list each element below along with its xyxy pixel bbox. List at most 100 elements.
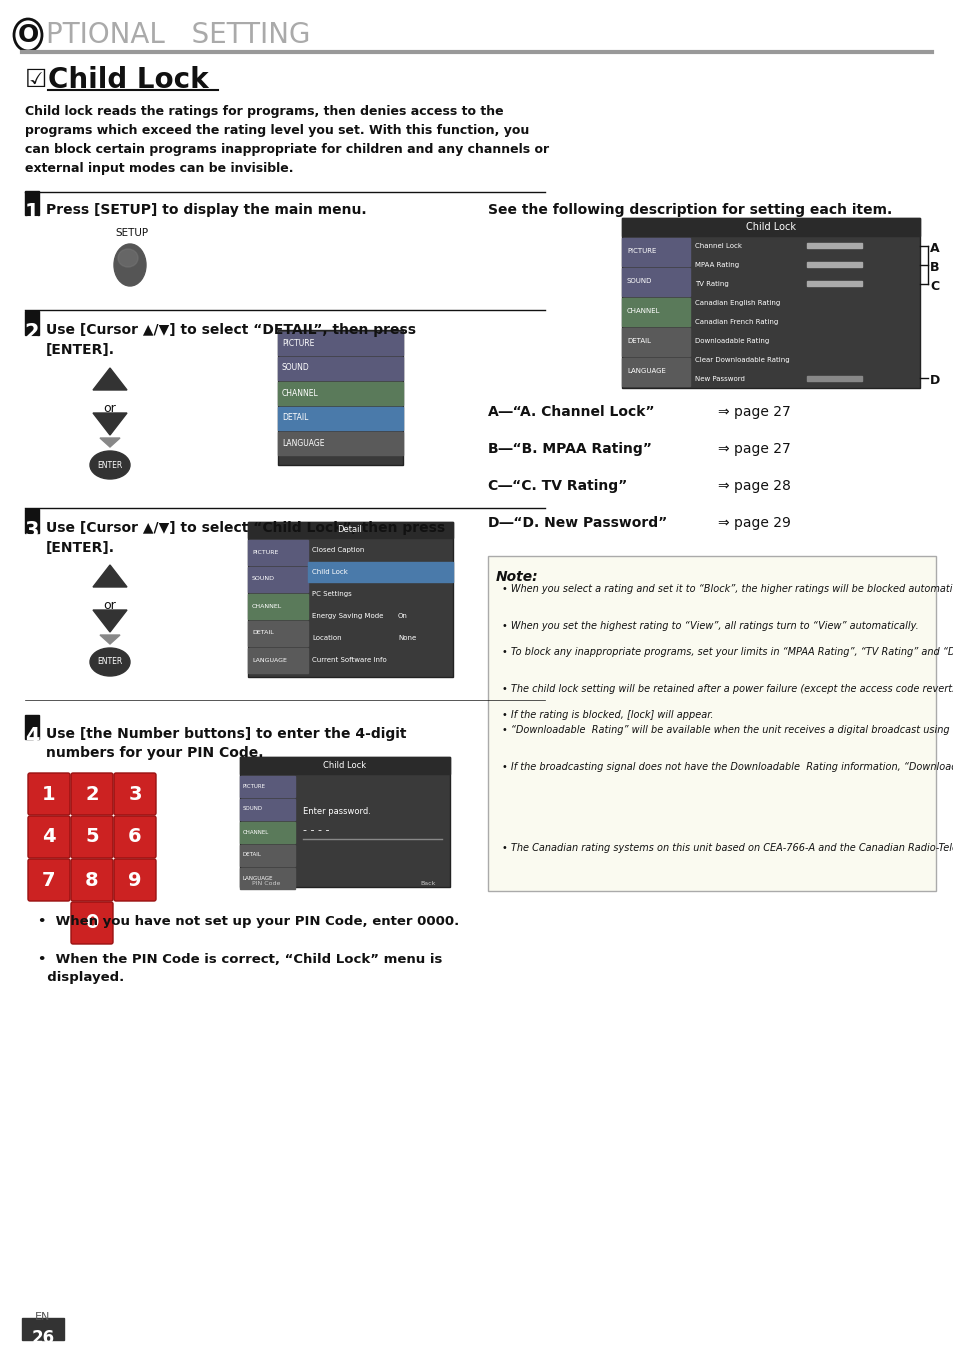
Bar [248,648,308,673]
Ellipse shape [113,244,146,286]
Polygon shape [92,412,127,435]
Text: D―“D. New Password”: D―“D. New Password” [488,516,666,530]
Bar [22,1318,64,1340]
Text: Child Lock: Child Lock [48,66,209,94]
Bar [621,359,689,386]
Text: Closed Caption: Closed Caption [312,547,364,553]
Text: •  When you have not set up your PIN Code, enter 0000.: • When you have not set up your PIN Code… [38,915,458,927]
Bar [621,328,689,356]
FancyBboxPatch shape [28,816,70,857]
Text: ⇒ page 28: ⇒ page 28 [718,479,790,493]
Text: PICTURE: PICTURE [626,248,656,253]
Text: PTIONAL   SETTING: PTIONAL SETTING [46,22,310,49]
Bar [277,431,402,456]
Text: PC Settings: PC Settings [312,590,352,597]
Polygon shape [92,611,127,632]
Bar [277,332,402,355]
Polygon shape [92,368,127,390]
Text: See the following description for setting each item.: See the following description for settin… [488,204,891,217]
Text: • When you select a rating and set it to “Block”, the higher ratings will be blo: • When you select a rating and set it to… [501,584,953,594]
Text: PICTURE: PICTURE [252,550,278,554]
Bar [25,191,39,214]
FancyBboxPatch shape [71,859,112,900]
FancyBboxPatch shape [113,816,156,857]
Text: CHANNEL: CHANNEL [282,388,318,398]
Text: B: B [929,262,939,274]
FancyBboxPatch shape [71,816,112,857]
Bar [277,330,402,465]
Text: D: D [929,373,940,387]
Bar [25,714,39,739]
Bar [277,357,402,380]
Bar [621,268,689,297]
Text: • The Canadian rating systems on this unit based on CEA-766-A and the Canadian R: • The Canadian rating systems on this un… [501,842,953,853]
Text: SOUND: SOUND [252,577,274,581]
Bar [25,510,39,532]
Text: CHANNEL: CHANNEL [626,307,659,314]
Bar [308,562,453,582]
Text: ⇒ page 29: ⇒ page 29 [718,516,790,530]
Text: 2: 2 [25,324,39,342]
Text: On: On [397,613,408,619]
Text: Child Lock: Child Lock [312,569,348,576]
Ellipse shape [90,452,130,479]
Text: DETAIL: DETAIL [626,338,650,344]
Text: CHANNEL: CHANNEL [252,604,282,608]
Text: 2: 2 [85,785,99,803]
Text: DETAIL: DETAIL [282,414,308,422]
Bar [806,376,862,381]
Text: - - - -: - - - - [303,825,329,834]
Text: Canadian English Rating: Canadian English Rating [695,301,780,306]
Text: 0: 0 [85,914,98,933]
Text: Channel Lock: Channel Lock [695,243,741,249]
Bar [621,298,689,326]
FancyBboxPatch shape [28,772,70,816]
Text: None: None [397,635,416,642]
Text: Back: Back [419,882,435,886]
Ellipse shape [14,19,42,51]
Text: 5: 5 [85,828,99,847]
Text: Press [SETUP] to display the main menu.: Press [SETUP] to display the main menu. [46,204,366,217]
Text: O: O [17,23,38,47]
Text: Child lock reads the ratings for programs, then denies access to the
programs wh: Child lock reads the ratings for program… [25,105,549,175]
Text: TV Rating: TV Rating [695,280,728,287]
Text: PIN Code: PIN Code [252,882,280,886]
Text: DETAIL: DETAIL [243,852,262,857]
FancyBboxPatch shape [71,772,112,816]
Text: Location: Location [312,635,341,642]
Bar [240,776,294,797]
FancyBboxPatch shape [28,859,70,900]
Text: • If the broadcasting signal does not have the Downloadable  Rating information,: • If the broadcasting signal does not ha… [501,762,953,772]
Text: 1: 1 [42,785,56,803]
Text: 4: 4 [25,727,39,747]
Text: • When you set the highest rating to “View”, all ratings turn to “View” automati: • When you set the highest rating to “Vi… [501,621,918,631]
Text: LANGUAGE: LANGUAGE [252,658,287,662]
Text: Canadian French Rating: Canadian French Rating [695,319,778,325]
Text: Note:: Note: [496,570,538,584]
Bar [621,239,689,266]
Text: 3: 3 [25,520,39,541]
Bar [277,381,402,404]
Ellipse shape [90,648,130,675]
Text: Use [the Number buttons] to enter the 4-digit
numbers for your PIN Code.: Use [the Number buttons] to enter the 4-… [46,727,406,760]
Text: 26: 26 [31,1329,54,1347]
Text: MPAA Rating: MPAA Rating [695,262,739,268]
Ellipse shape [118,249,138,267]
Polygon shape [100,438,120,448]
Text: LANGUAGE: LANGUAGE [243,875,274,880]
Bar [248,621,308,646]
Text: CHANNEL: CHANNEL [243,829,269,834]
Text: • “Downloadable  Rating” will be available when the unit receives a digital broa: • “Downloadable Rating” will be availabl… [501,725,953,735]
Bar [806,280,862,286]
Text: SOUND: SOUND [626,278,652,284]
Text: Use [Cursor ▲/▼] to select “Child Lock”, then press
[ENTER].: Use [Cursor ▲/▼] to select “Child Lock”,… [46,520,445,554]
FancyBboxPatch shape [71,902,112,944]
Text: Energy Saving Mode: Energy Saving Mode [312,613,383,619]
Text: SOUND: SOUND [282,364,310,372]
FancyBboxPatch shape [113,772,156,816]
Text: ☑: ☑ [25,67,48,92]
Text: Enter password.: Enter password. [303,807,371,816]
Text: or: or [104,599,116,612]
Text: •  When the PIN Code is correct, “Child Lock” menu is
  displayed.: • When the PIN Code is correct, “Child L… [38,953,442,984]
Text: ENTER: ENTER [97,658,123,666]
